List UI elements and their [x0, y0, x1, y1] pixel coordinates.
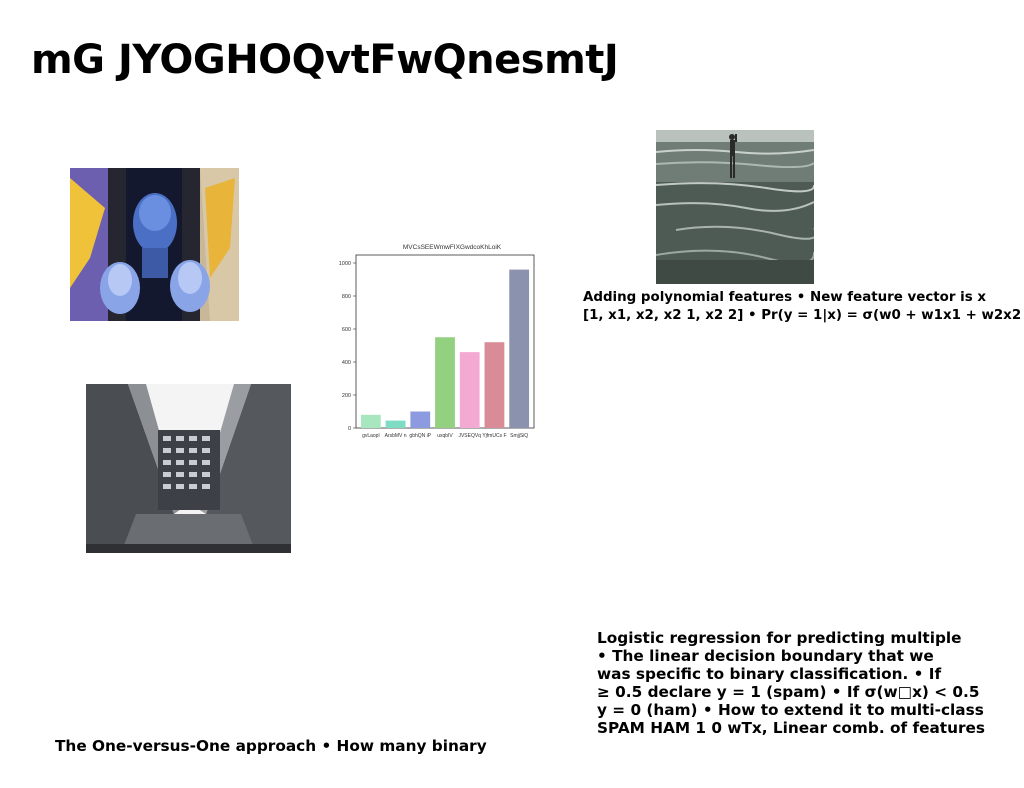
chart-bar — [460, 352, 480, 428]
one-versus-one-text: The One-versus-One approach • How many b… — [55, 737, 487, 755]
text-line: y = 0 (ham) • How to extend it to multi-… — [597, 701, 985, 719]
text-line: ≥ 0.5 declare y = 1 (spam) • If σ(w□x) <… — [597, 683, 985, 701]
chart-y-tick-label: 0 — [348, 426, 351, 432]
chart-x-tick-label: JVSEQVq — [458, 433, 481, 439]
portrait-photo — [70, 168, 239, 321]
portrait-photo-icon — [70, 168, 239, 321]
chart-y-tick-label: 800 — [342, 294, 351, 300]
chart-x-tick-label: gvLaopl — [362, 433, 380, 439]
chart-y-tick-label: 600 — [342, 327, 351, 333]
chart-bar — [509, 270, 529, 428]
chart-bar — [410, 412, 430, 429]
chart-x-tick-label: YjfmUCs F — [482, 433, 506, 439]
chart-bar — [435, 337, 455, 428]
chart-y-tick-label: 200 — [342, 393, 351, 399]
beach-photo-icon — [656, 130, 814, 284]
chart-x-tick-label: gbhQN iP — [409, 433, 431, 439]
chart-x-tick-label: ArsbMV n — [385, 433, 407, 439]
text-line: Logistic regression for predicting multi… — [597, 629, 985, 647]
building-photo-icon — [86, 384, 291, 553]
text-line: was specific to binary classification. •… — [597, 665, 985, 683]
chart-y-tick-label: 400 — [342, 360, 351, 366]
polynomial-features-text: Adding polynomial features • New feature… — [583, 289, 1023, 325]
chart-x-tick-label: SmjjSiQ — [510, 433, 528, 439]
chart-bar — [386, 421, 406, 428]
text-line: [1, x1, x2, x2 1, x2 2] • Pr(y = 1|x) = … — [583, 307, 1023, 325]
chart-bar — [361, 415, 381, 428]
building-photo — [86, 384, 291, 553]
bar-chart: MVCsSEEWmwFIXGwdcoKhLoiK 0 200 400 600 800 10… — [330, 238, 544, 444]
text-line: • The linear decision boundary that we — [597, 647, 985, 665]
chart-x-tick-label: uxqbIV — [437, 433, 453, 439]
chart-y-tick-label: 1000 — [339, 261, 351, 267]
logistic-regression-text: Logistic regression for predicting multi… — [597, 629, 985, 737]
beach-photo — [656, 130, 814, 284]
chart-title: MVCsSEEWmwFIXGwdcoKhLoiK — [403, 244, 502, 251]
chart-bar — [485, 342, 505, 428]
slide-title: mG JYOGHOQvtFwQnesmtJ — [31, 36, 618, 84]
text-line: SPAM HAM 1 0 wTx, Linear comb. of featur… — [597, 719, 985, 737]
text-line: Adding polynomial features • New feature… — [583, 289, 1023, 307]
